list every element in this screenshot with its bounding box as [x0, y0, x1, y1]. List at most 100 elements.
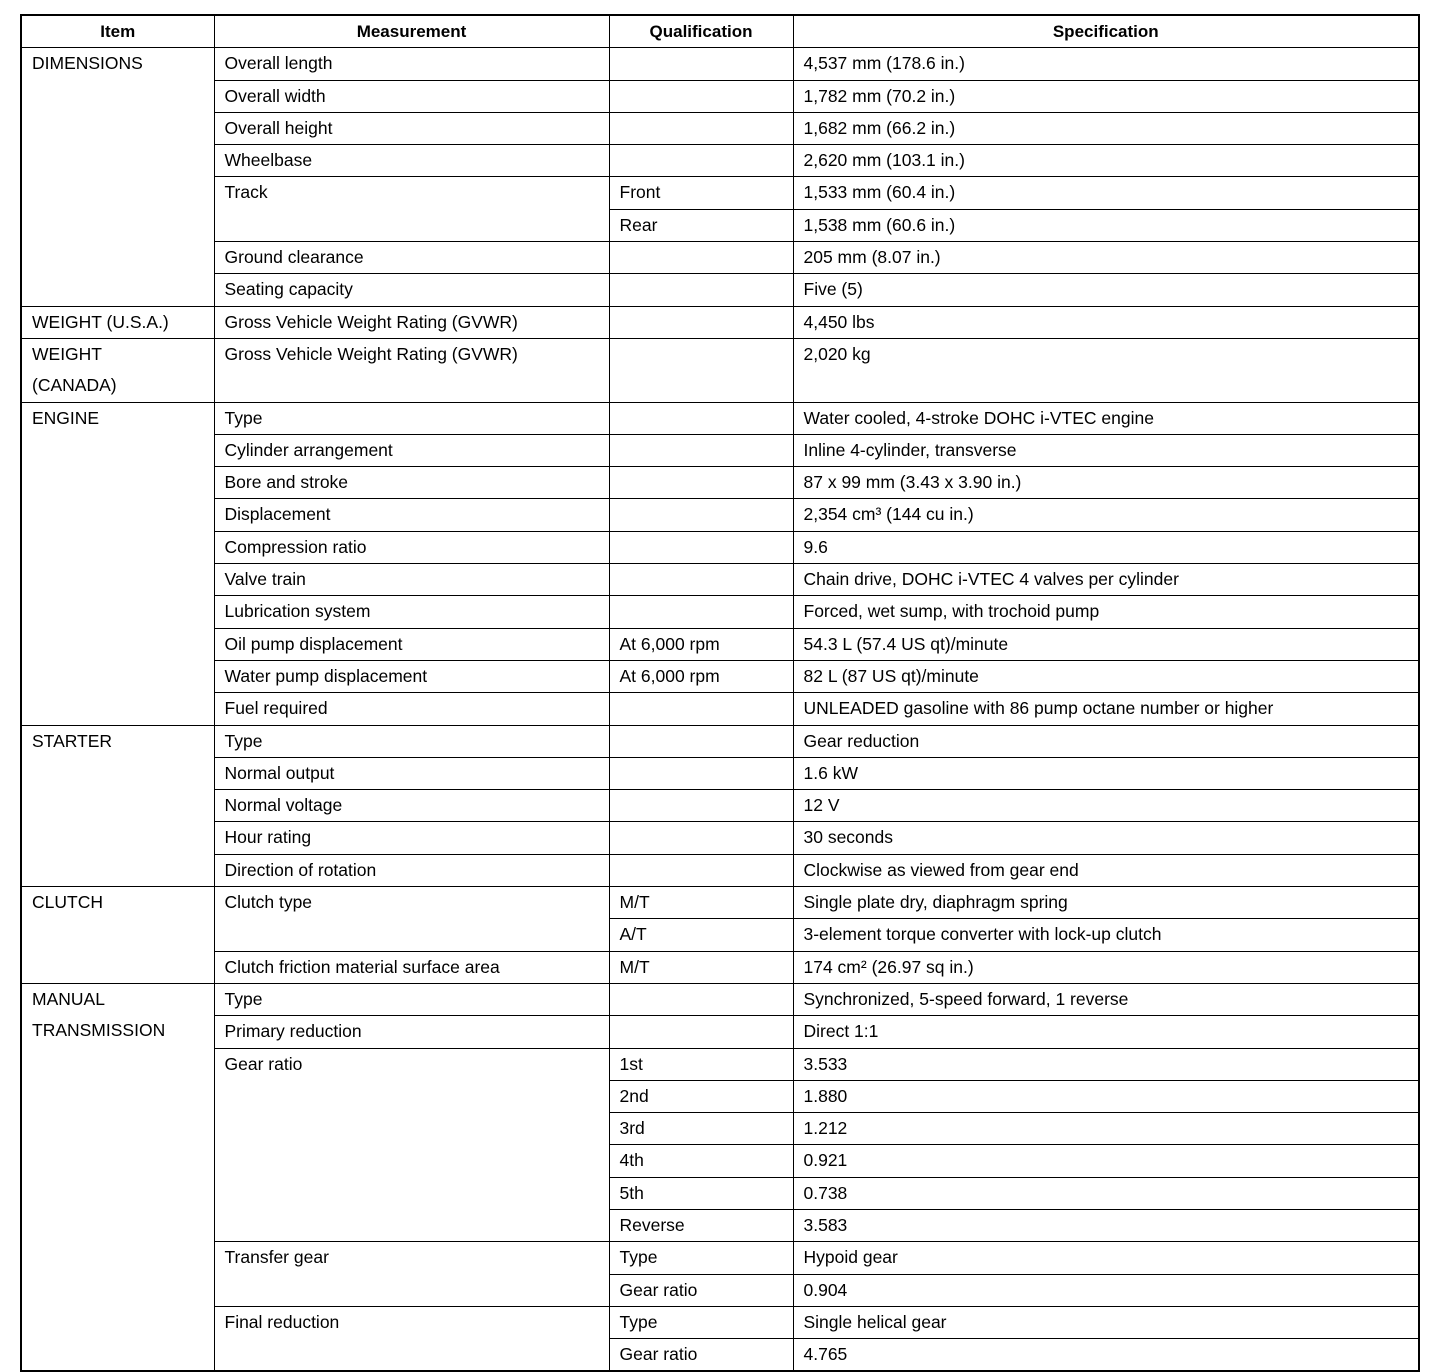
- measurement-cell: Clutch friction material surface area: [213, 950, 610, 984]
- qualification-cell: A/T: [608, 918, 794, 952]
- item-cell: WEIGHT (CANADA): [20, 337, 215, 403]
- specification-cell: Single plate dry, diaphragm spring: [792, 886, 1420, 920]
- measurement-cell: Overall width: [213, 79, 610, 113]
- qualification-cell: M/T: [608, 886, 794, 920]
- item-cell: CLUTCH: [20, 886, 215, 984]
- specification-cell: 4.765: [792, 1338, 1420, 1372]
- specification-cell: Five (5): [792, 273, 1420, 307]
- measurement-cell: Normal voltage: [213, 789, 610, 823]
- measurement-cell: Direction of rotation: [213, 853, 610, 888]
- table-row: 5th 0.738: [21, 1176, 1420, 1210]
- qualification-cell: [608, 595, 794, 629]
- measurement-cell: Normal output: [213, 756, 610, 791]
- measurement-cell: Gear ratio: [213, 1047, 610, 1243]
- measurement-cell: Lubrication system: [213, 595, 610, 629]
- measurement-cell: Final reduction: [213, 1305, 610, 1372]
- measurement-cell: Gross Vehicle Weight Rating (GVWR): [213, 337, 610, 403]
- specification-cell: 4,537 mm (178.6 in.): [792, 47, 1420, 81]
- measurement-cell: Water pump displacement: [213, 659, 610, 694]
- qualification-cell: Gear ratio: [608, 1273, 794, 1307]
- specification-cell: 205 mm (8.07 in.): [792, 241, 1420, 275]
- specification-cell: 54.3 L (57.4 US qt)/minute: [792, 627, 1420, 661]
- specification-cell: 1.212: [792, 1112, 1420, 1146]
- qualification-cell: [608, 756, 794, 791]
- table-row: Clutch friction material surface area M/T…: [21, 950, 1420, 984]
- qualification-cell: M/T: [608, 950, 794, 984]
- specification-cell: 82 L (87 US qt)/minute: [792, 659, 1420, 694]
- qualification-cell: Rear: [608, 208, 794, 243]
- measurement-cell: Seating capacity: [213, 273, 610, 307]
- measurement-cell: Oil pump displacement: [213, 627, 610, 661]
- measurement-cell: Compression ratio: [213, 530, 610, 565]
- measurement-cell: Bore and stroke: [213, 466, 610, 500]
- qualification-cell: [608, 466, 794, 500]
- table-row: Primary reduction Direct 1:1: [21, 1015, 1420, 1049]
- measurement-cell: Transfer gear: [213, 1241, 610, 1307]
- table-row: Gear ratio 1st 3.533: [21, 1047, 1420, 1243]
- qualification-cell: Type: [608, 1241, 794, 1275]
- specification-cell: 30 seconds: [792, 821, 1420, 855]
- table-row: 2nd 1.880: [21, 1079, 1420, 1114]
- qualification-cell: [608, 337, 794, 403]
- specifications-table: Item Measurement Qualification Specifica…: [20, 14, 1420, 1372]
- header-measurement: Measurement: [213, 14, 610, 49]
- qualification-cell: [608, 530, 794, 565]
- table-row: Compression ratio 9.6: [21, 530, 1420, 565]
- qualification-cell: Front: [608, 176, 794, 210]
- table-row: Water pump displacement At 6,000 rpm 82 L …: [21, 659, 1420, 694]
- specification-cell: Water cooled, 4-stroke DOHC i-VTEC engin…: [792, 401, 1420, 435]
- specification-cell: 9.6: [792, 530, 1420, 565]
- item-cell: STARTER: [20, 724, 215, 888]
- header-specification: Specification: [792, 14, 1420, 49]
- table-row: Transfer gear Type Hypoid gear: [21, 1241, 1420, 1307]
- qualification-cell: [608, 241, 794, 275]
- measurement-cell: Track: [213, 176, 610, 243]
- table-row: Final reduction Type Single helical gear: [21, 1305, 1420, 1372]
- table-row: Lubrication system Forced, wet sump, with…: [21, 595, 1420, 629]
- table-row: Direction of rotation Clockwise as viewed…: [21, 853, 1420, 888]
- measurement-cell: Gross Vehicle Weight Rating (GVWR): [213, 305, 610, 339]
- measurement-cell: Overall length: [213, 47, 610, 81]
- item-cell: ENGINE: [20, 401, 215, 726]
- measurement-cell: Primary reduction: [213, 1015, 610, 1049]
- item-cell: MANUAL TRANSMISSION: [20, 982, 215, 1372]
- specification-cell: 0.921: [792, 1144, 1420, 1178]
- specification-cell: 1,538 mm (60.6 in.): [792, 208, 1420, 243]
- measurement-cell: Valve train: [213, 563, 610, 597]
- specification-cell: 4,450 lbs: [792, 305, 1420, 339]
- table-row: ENGINE Type Water cooled, 4-stroke DOHC i-…: [20, 401, 1420, 726]
- qualification-cell: 2nd: [608, 1079, 794, 1114]
- table-row: Bore and stroke 87 x 99 mm (3.43 x 3.90 i…: [21, 466, 1420, 500]
- specification-cell: 0.904: [792, 1273, 1420, 1307]
- qualification-cell: Gear ratio: [608, 1338, 794, 1372]
- measurement-cell: Hour rating: [213, 821, 610, 855]
- specification-cell: Synchronized, 5-speed forward, 1 reverse: [792, 982, 1420, 1017]
- qualification-cell: [608, 692, 794, 726]
- qualification-cell: [608, 789, 794, 823]
- specification-cell: Single helical gear: [792, 1305, 1420, 1340]
- qualification-cell: [608, 401, 794, 435]
- specification-cell: 2,354 cm³ (144 cu in.): [792, 498, 1420, 532]
- measurement-cell: Clutch type: [213, 886, 610, 952]
- specification-cell: 12 V: [792, 789, 1420, 823]
- qualification-cell: [608, 433, 794, 468]
- measurement-cell: Overall height: [213, 111, 610, 146]
- specification-cell: Chain drive, DOHC i-VTEC 4 valves per cy…: [792, 563, 1420, 597]
- specification-cell: Hypoid gear: [792, 1241, 1420, 1275]
- item-cell: DIMENSIONS: [20, 47, 215, 307]
- table-row: Seating capacity Five (5): [21, 273, 1420, 307]
- header-row: Item Measurement Qualification Specifica…: [20, 14, 1420, 49]
- specification-cell: Clockwise as viewed from gear end: [792, 853, 1420, 888]
- qualification-cell: [608, 79, 794, 113]
- qualification-cell: [608, 498, 794, 532]
- table-row: Oil pump displacement At 6,000 rpm 54.3 L …: [21, 627, 1420, 661]
- table-row: Valve train Chain drive, DOHC i-VTEC 4 va…: [21, 563, 1420, 597]
- specification-cell: 2,620 mm (103.1 in.): [792, 144, 1420, 178]
- specification-cell: 3.583: [792, 1208, 1420, 1243]
- measurement-cell: Wheelbase: [213, 144, 610, 178]
- qualification-cell: Type: [608, 1305, 794, 1340]
- specification-cell: 1,682 mm (66.2 in.): [792, 111, 1420, 146]
- measurement-cell: Ground clearance: [213, 241, 610, 275]
- qualification-cell: [608, 724, 794, 758]
- qualification-cell: [608, 563, 794, 597]
